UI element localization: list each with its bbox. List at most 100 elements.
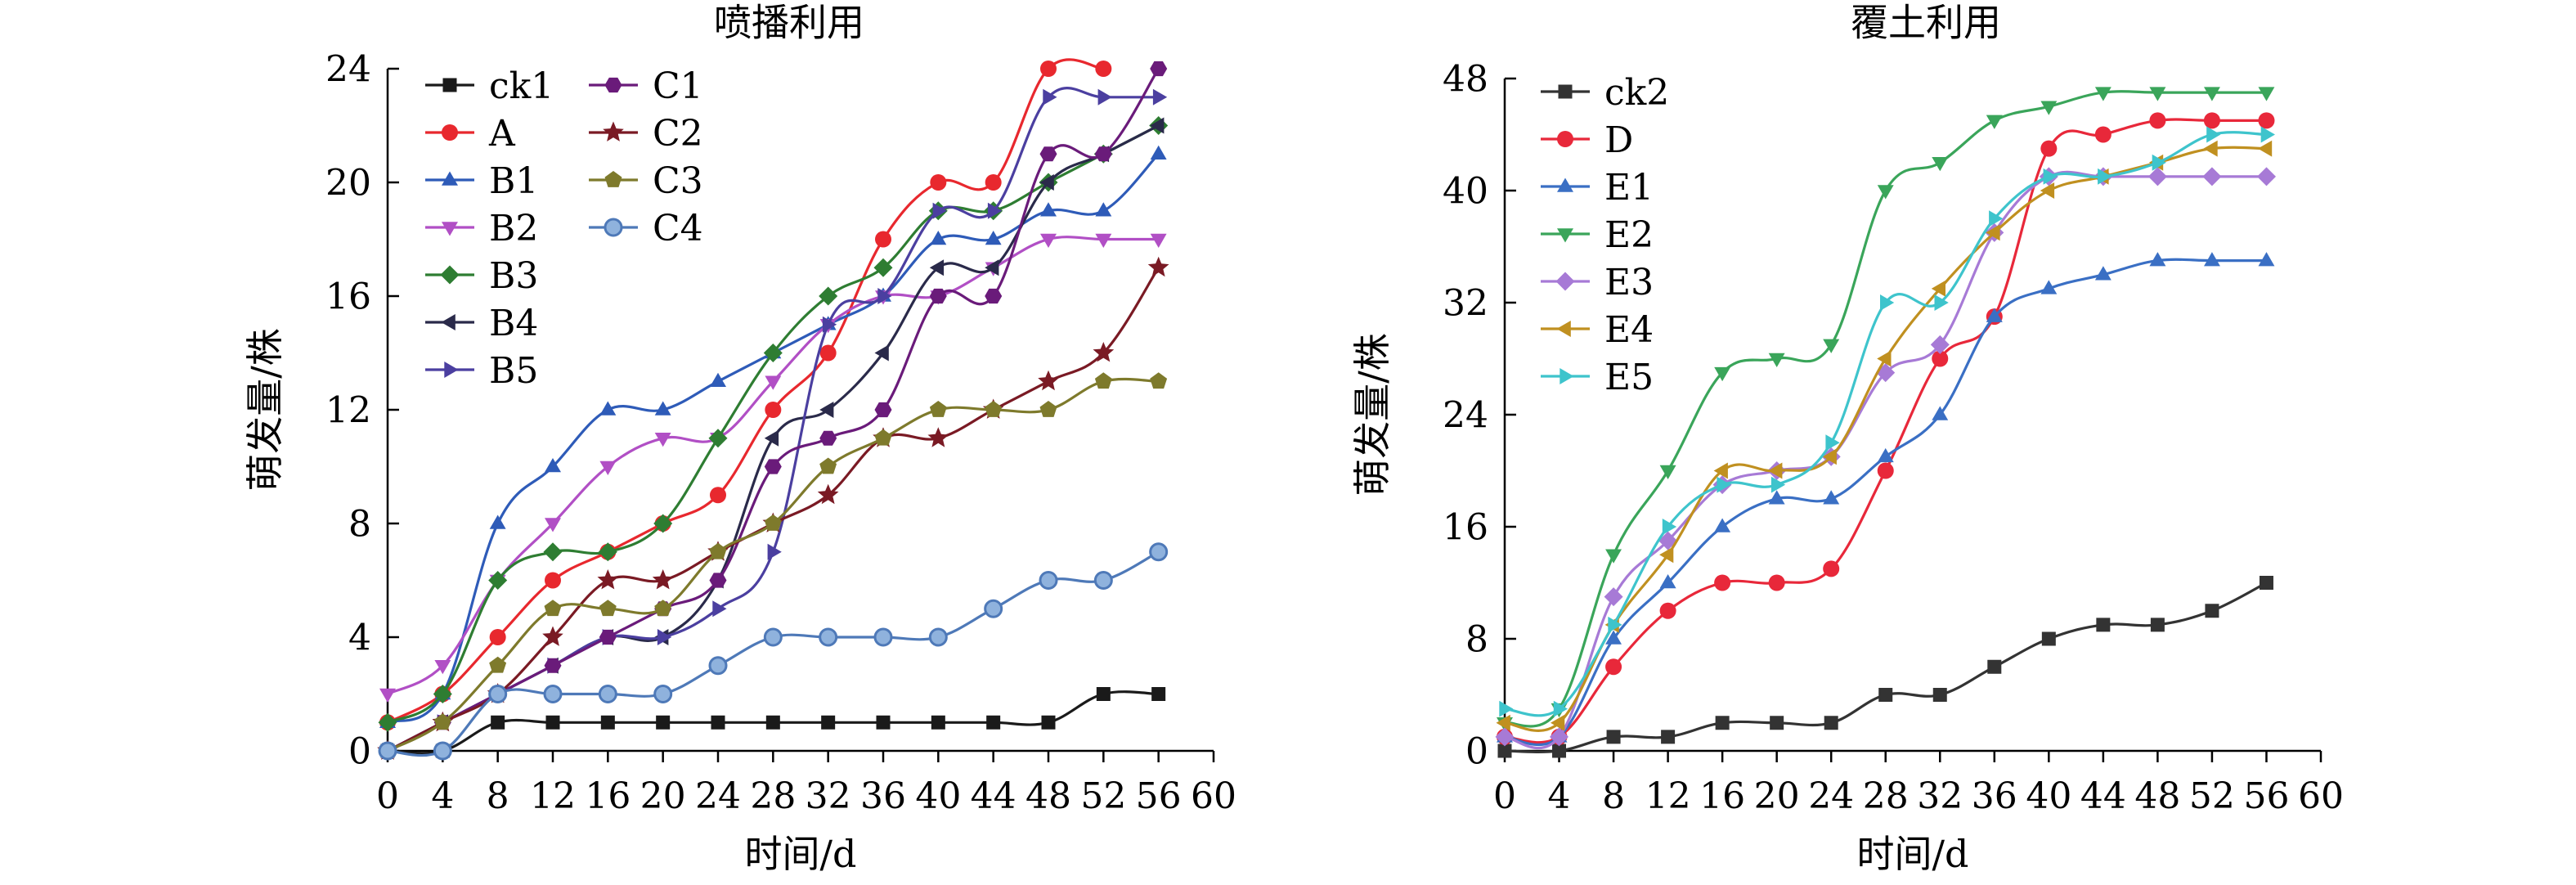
legend-label-b5: B5 [489, 350, 538, 392]
data-point-c1 [819, 430, 837, 446]
data-point-b2 [1150, 233, 1167, 248]
data-point-e2 [2149, 87, 2166, 101]
x-tick-label: 60 [1191, 775, 1236, 817]
data-point-c1 [1039, 146, 1057, 162]
data-point-e2 [1714, 366, 1731, 382]
data-point-ck1 [1151, 687, 1166, 701]
data-point-b4 [929, 259, 945, 276]
data-point-b3 [488, 571, 508, 590]
data-point-b1 [710, 372, 726, 387]
data-point-b1 [1040, 202, 1057, 217]
data-point-c4 [1039, 571, 1058, 590]
data-point-b2 [379, 688, 396, 703]
data-point-c4 [819, 627, 838, 647]
data-point-b1 [985, 231, 1002, 245]
data-point-e2 [1932, 157, 1949, 172]
data-point-e1 [1986, 308, 2003, 322]
data-point-d [2203, 112, 2220, 129]
legend-marker-ck2 [1558, 84, 1573, 99]
legend-label-c1: C1 [653, 65, 703, 107]
x-tick-label: 16 [1699, 775, 1745, 817]
data-point-c2 [597, 569, 619, 590]
data-point-c1 [544, 658, 562, 673]
data-point-ck1 [545, 715, 560, 730]
data-point-c4 [1149, 542, 1169, 562]
data-point-e4 [1551, 714, 1565, 731]
data-point-e2 [2094, 87, 2112, 101]
data-point-c4 [763, 627, 783, 647]
data-point-ck1 [821, 715, 836, 730]
series-line-e5 [1504, 131, 2267, 717]
data-point-b1 [1150, 145, 1167, 159]
legend-marker-ck1 [442, 78, 457, 92]
data-point-e5 [1608, 616, 1622, 633]
data-point-e4 [1986, 224, 2000, 241]
data-point-ck1 [656, 715, 671, 730]
legend-label-e2: E2 [1604, 214, 1654, 256]
legend-label-c2: C2 [653, 113, 703, 155]
data-point-e3 [2202, 167, 2222, 186]
data-point-e4 [2203, 140, 2218, 157]
chart-title: 覆土利用 [1851, 0, 2001, 44]
data-point-e5 [1989, 210, 2004, 227]
y-axis-label: 萌发量/株 [243, 328, 287, 492]
data-point-e1 [1659, 574, 1676, 589]
data-point-ck2 [1606, 730, 1621, 744]
legend-marker-c4 [604, 218, 623, 237]
data-point-ck1 [876, 715, 891, 730]
x-tick-label: 0 [1493, 775, 1516, 817]
x-tick-label: 4 [1548, 775, 1571, 817]
data-point-e1 [1932, 406, 1949, 420]
data-point-c3 [1039, 401, 1057, 417]
data-point-ck2 [1987, 659, 2002, 674]
x-tick-label: 44 [971, 775, 1016, 817]
data-point-e1 [1768, 490, 1785, 505]
x-tick-label: 12 [1645, 775, 1691, 817]
data-point-a [985, 174, 1002, 191]
data-point-b3 [378, 712, 397, 732]
legend-marker-b2 [442, 222, 458, 236]
x-tick-label: 60 [2298, 775, 2344, 817]
data-point-e2 [2040, 101, 2058, 115]
chart-title: 喷播利用 [714, 0, 864, 44]
series-c4 [378, 542, 1169, 761]
data-point-ck1 [600, 715, 615, 730]
x-tick-label: 28 [1863, 775, 1909, 817]
data-point-e4 [1659, 546, 1674, 564]
data-point-b5 [1097, 88, 1112, 106]
data-point-c4 [928, 627, 948, 647]
x-tick-label: 12 [530, 775, 576, 817]
data-point-c1 [709, 573, 727, 588]
data-point-d [1659, 602, 1676, 619]
data-point-ck2 [1661, 730, 1676, 744]
x-tick-label: 48 [1025, 775, 1071, 817]
data-point-b4 [764, 429, 779, 447]
data-point-b3 [653, 514, 673, 533]
data-point-b3 [433, 685, 452, 703]
data-point-c3 [433, 713, 451, 730]
data-point-ck2 [2205, 604, 2219, 618]
data-point-c4 [984, 599, 1003, 618]
data-point-b1 [930, 231, 947, 245]
data-point-e1 [1714, 518, 1731, 532]
y-tick-label: 12 [325, 389, 371, 431]
data-point-c2 [817, 483, 839, 505]
data-point-e1 [1823, 490, 1840, 505]
x-tick-label: 52 [2189, 775, 2235, 817]
legend-label-b4: B4 [489, 303, 538, 344]
data-point-b4 [819, 402, 834, 418]
data-point-c1 [1094, 146, 1112, 162]
data-point-e4 [1713, 462, 1728, 479]
x-tick-label: 52 [1080, 775, 1126, 817]
data-point-ck2 [2041, 631, 2056, 646]
y-tick-label: 32 [1443, 282, 1488, 324]
data-point-e4 [1877, 350, 1892, 367]
data-point-e5 [1880, 294, 1895, 311]
data-point-ck1 [1041, 715, 1056, 730]
data-point-c4 [543, 685, 563, 703]
x-tick-label: 4 [431, 775, 454, 817]
data-point-ck2 [1932, 688, 1947, 702]
data-point-c3 [1094, 372, 1112, 389]
data-point-ck2 [1552, 743, 1567, 758]
